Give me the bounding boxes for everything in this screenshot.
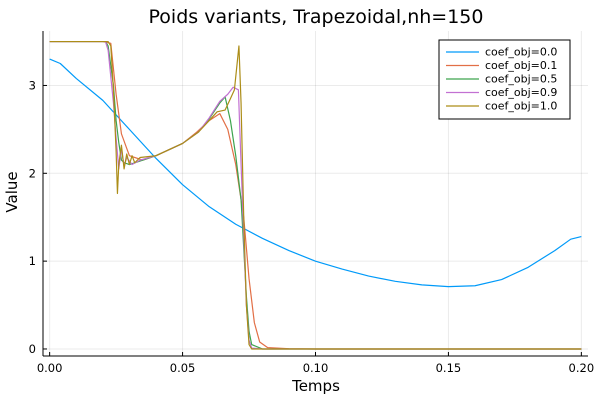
y-axis-label: Value <box>3 171 21 212</box>
legend-label: coef_obj=1.0 <box>485 100 557 113</box>
x-tick-label: 0.15 <box>436 361 462 375</box>
legend-label: coef_obj=0.5 <box>485 73 557 86</box>
legend-label: coef_obj=0.0 <box>485 46 557 59</box>
y-tick-label: 2 <box>29 166 36 180</box>
x-tick-label: 0.20 <box>569 361 595 375</box>
x-tick-label: 0.00 <box>37 361 63 375</box>
series-line-1 <box>49 40 582 350</box>
y-tick-label: 0 <box>29 342 36 356</box>
chart-title: Poids variants, Trapezoidal,nh=150 <box>149 6 484 28</box>
plot-series <box>49 40 582 350</box>
series-line-4 <box>49 40 582 350</box>
tick-labels: 0.00 0.05 0.10 0.15 0.20 0 1 2 3 <box>29 78 594 375</box>
y-tick-label: 1 <box>29 254 36 268</box>
legend-label: coef_obj=0.9 <box>485 86 557 99</box>
x-axis-label: Temps <box>291 377 340 395</box>
x-tick-label: 0.10 <box>303 361 329 375</box>
legend: coef_obj=0.0coef_obj=0.1coef_obj=0.5coef… <box>438 39 571 120</box>
y-tick-label: 3 <box>29 78 36 92</box>
series-line-0 <box>49 58 582 288</box>
x-tick-label: 0.05 <box>170 361 196 375</box>
axes <box>42 31 588 357</box>
legend-label: coef_obj=0.1 <box>485 59 557 72</box>
